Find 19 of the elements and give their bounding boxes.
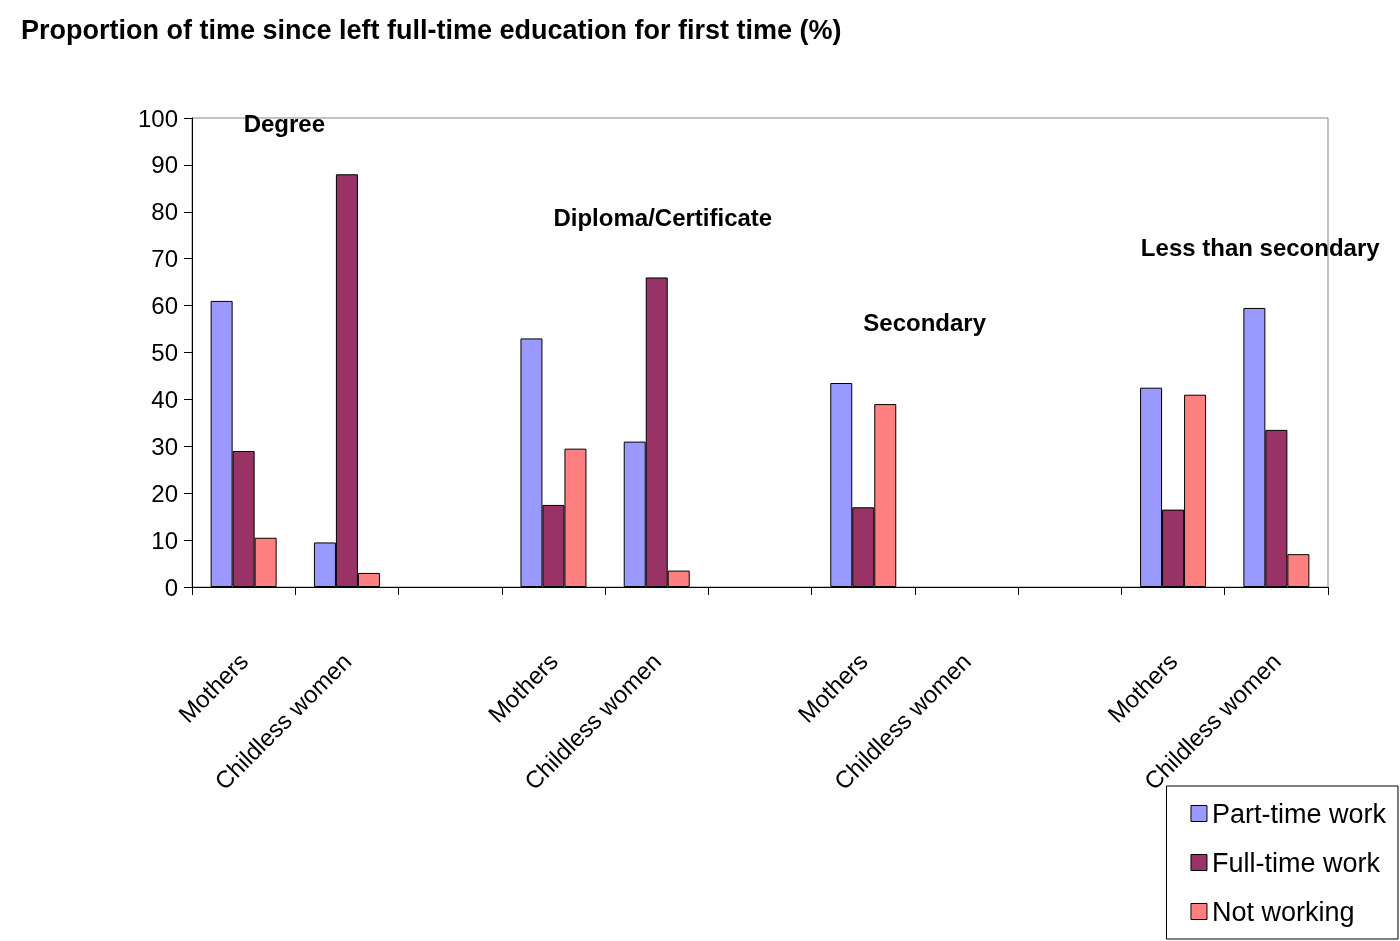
- legend-label: Not working: [1211, 896, 1355, 927]
- y-tick-label: 20: [151, 479, 178, 507]
- annotation: Degree: [243, 109, 326, 137]
- y-tick-label: 0: [164, 573, 178, 601]
- y-tick-label: 30: [151, 432, 178, 460]
- annotation: Secondary: [863, 309, 987, 337]
- legend-label: Full-time work: [1211, 847, 1381, 878]
- y-tick-label: 80: [151, 198, 178, 226]
- y-tick-label: 50: [151, 339, 178, 366]
- annotation: Less than secondary: [1140, 234, 1381, 262]
- y-tick-label: 40: [151, 385, 178, 413]
- y-tick-label: 10: [151, 526, 178, 554]
- annotation: Diploma/Certificate: [553, 203, 773, 231]
- legend-label: Part-time work: [1211, 798, 1387, 829]
- y-tick-label: 70: [151, 245, 178, 273]
- y-tick-label: 100: [137, 104, 178, 132]
- y-tick-label: 90: [151, 151, 178, 179]
- chart-title: Proportion of time since left full-time education for first time (%): [21, 15, 842, 45]
- y-tick-label: 60: [151, 292, 178, 320]
